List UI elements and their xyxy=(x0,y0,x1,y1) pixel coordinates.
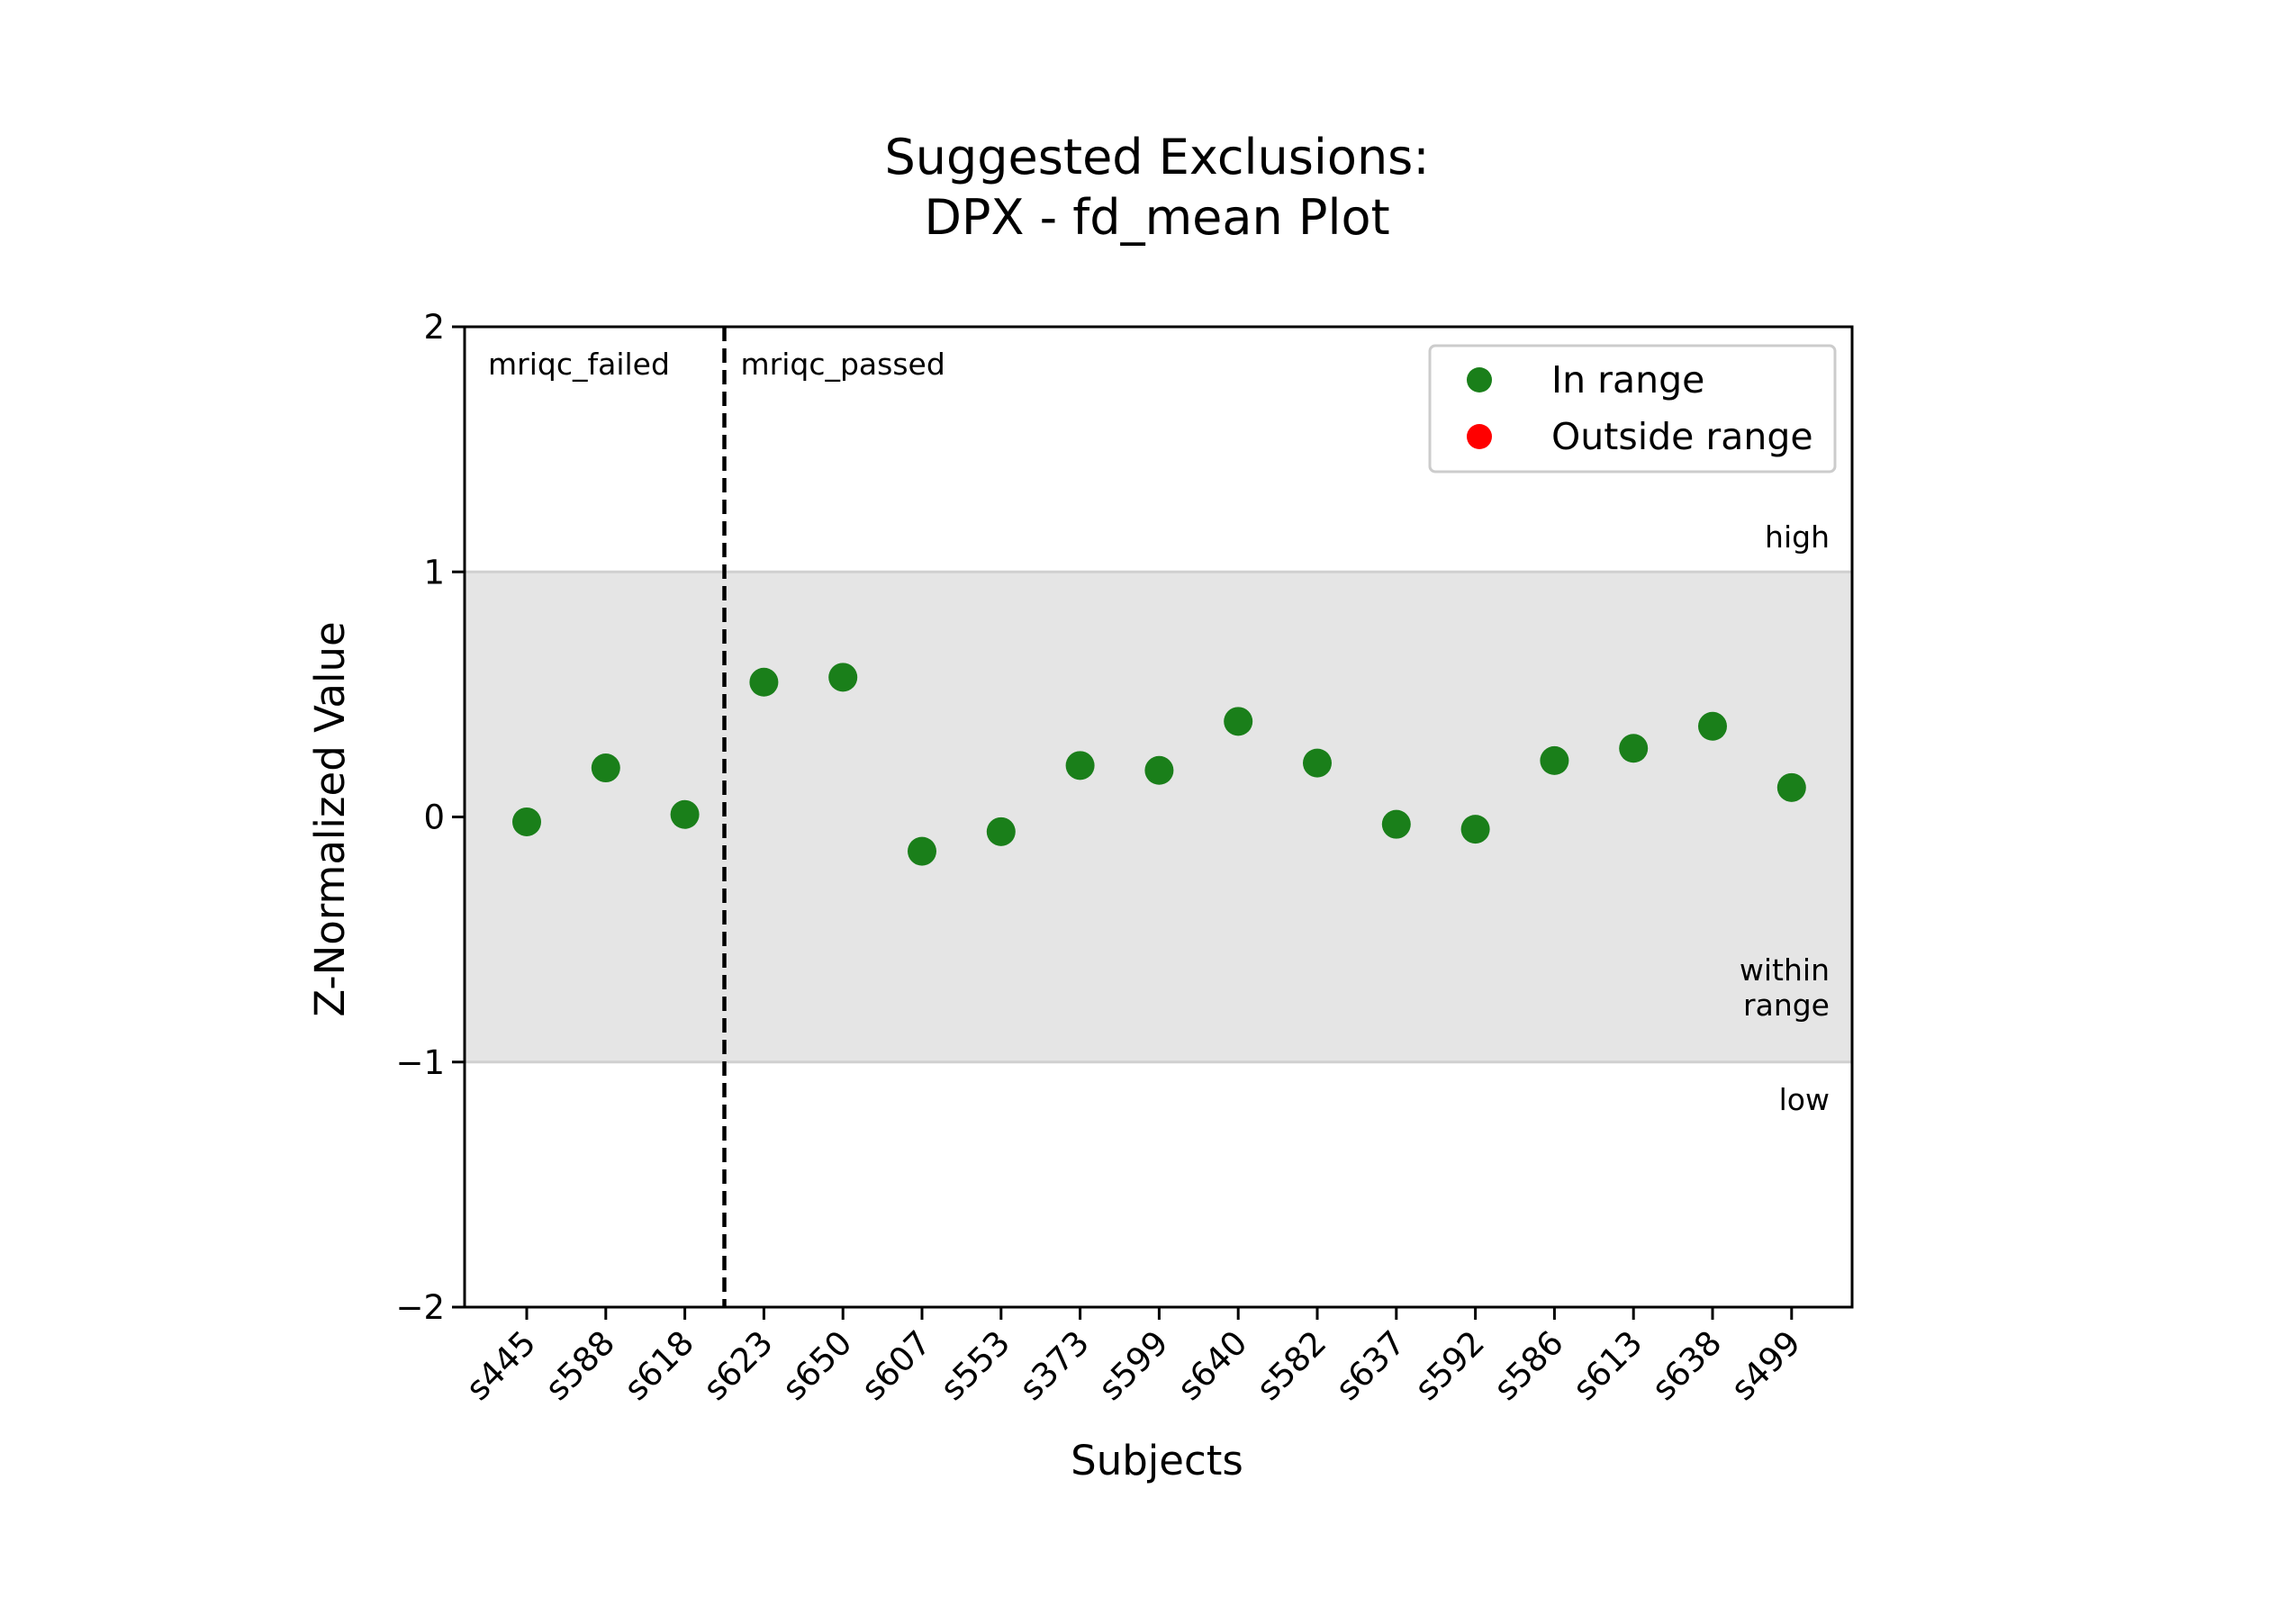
legend-marker-0 xyxy=(1467,367,1492,392)
y-tick-label--2: −2 xyxy=(395,1288,445,1327)
chart-title: Suggested Exclusions: DPX - fd_mean Plot xyxy=(884,129,1429,246)
legend-label-1: Outside range xyxy=(1551,415,1813,458)
x-tick-label-s618: s618 xyxy=(617,1323,701,1408)
data-point-s553 xyxy=(986,817,1016,846)
y-tick-label-1: 1 xyxy=(423,553,445,591)
legend-box xyxy=(1428,344,1837,474)
data-point-s588 xyxy=(591,753,620,783)
data-point-s445 xyxy=(512,807,541,836)
data-point-s618 xyxy=(670,799,700,829)
x-tick-label-s592: s592 xyxy=(1407,1323,1492,1408)
data-point-s373 xyxy=(1065,751,1095,780)
band-label-low: low xyxy=(1779,1082,1830,1117)
x-tick-label-s637: s637 xyxy=(1328,1323,1413,1408)
data-point-s499 xyxy=(1776,772,1806,802)
x-tick-label-s623: s623 xyxy=(696,1323,781,1408)
x-tick-label-s445: s445 xyxy=(458,1323,543,1408)
x-tick-label-s586: s586 xyxy=(1487,1323,1571,1408)
data-point-s650 xyxy=(828,663,858,692)
x-tick-label-s613: s613 xyxy=(1566,1323,1650,1408)
data-point-s623 xyxy=(749,667,779,697)
data-point-s613 xyxy=(1619,734,1649,763)
data-point-s607 xyxy=(908,836,936,866)
x-tick-label-s650: s650 xyxy=(775,1323,860,1408)
y-tick-label-0: 0 xyxy=(423,798,445,837)
x-tick-label-s638: s638 xyxy=(1644,1323,1729,1408)
x-tick-label-s607: s607 xyxy=(854,1323,938,1408)
x-tick-label-s640: s640 xyxy=(1171,1323,1255,1408)
data-point-s582 xyxy=(1303,748,1332,778)
data-point-s638 xyxy=(1698,711,1727,741)
legend-marker-1 xyxy=(1467,424,1492,449)
x-tick-label-s373: s373 xyxy=(1012,1323,1097,1408)
x-tick-label-s599: s599 xyxy=(1091,1323,1176,1408)
y-tick-label--1: −1 xyxy=(395,1043,445,1082)
data-point-s592 xyxy=(1460,815,1490,844)
x-axis-label: Subjects xyxy=(1071,1437,1243,1484)
legend: In range Outside range xyxy=(1428,344,1837,474)
x-tick-label-s553: s553 xyxy=(933,1323,1017,1408)
band-label-range: range xyxy=(1743,988,1830,1023)
data-point-s640 xyxy=(1224,707,1253,736)
x-tick-label-s499: s499 xyxy=(1723,1323,1808,1408)
band-label-within: within xyxy=(1740,952,1830,988)
chart-title-line-1: Suggested Exclusions: xyxy=(884,129,1429,185)
band-label-high: high xyxy=(1765,519,1830,555)
x-tick-label-s582: s582 xyxy=(1249,1323,1333,1408)
y-axis-label: Z-Normalized Value xyxy=(306,621,354,1016)
data-point-s586 xyxy=(1540,745,1569,775)
data-point-s599 xyxy=(1144,755,1174,785)
data-point-s637 xyxy=(1381,809,1411,839)
chart-title-line-2: DPX - fd_mean Plot xyxy=(924,189,1389,246)
legend-label-0: In range xyxy=(1551,358,1704,401)
x-tick-label-s588: s588 xyxy=(538,1323,622,1408)
group-label-mriqc-passed: mriqc_passed xyxy=(741,347,945,382)
group-label-mriqc-failed: mriqc_failed xyxy=(488,347,670,382)
y-tick-label-2: 2 xyxy=(423,308,445,347)
